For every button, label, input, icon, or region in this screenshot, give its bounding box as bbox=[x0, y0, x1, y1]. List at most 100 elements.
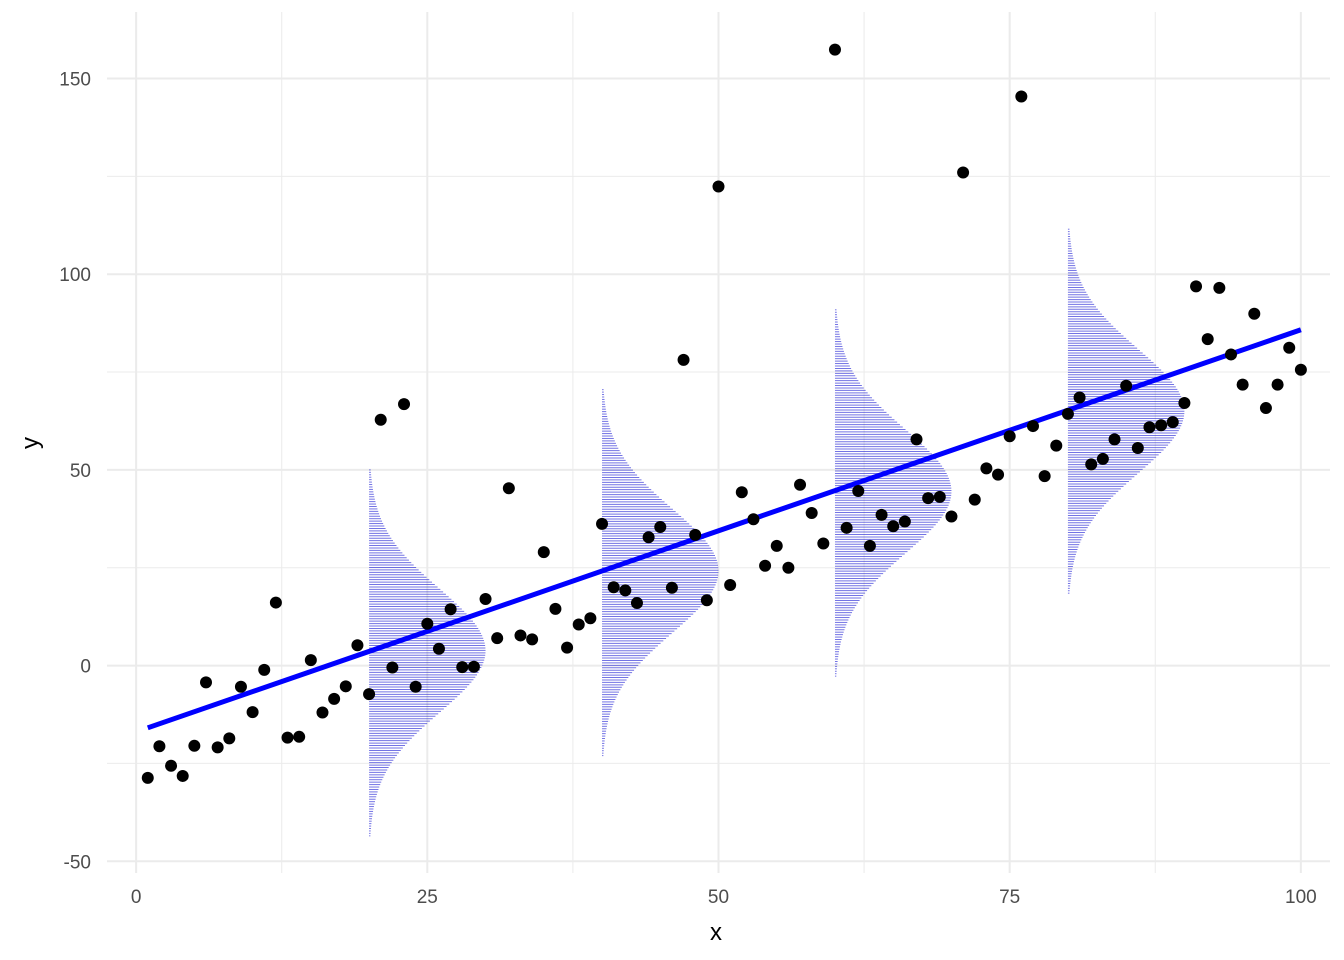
data-point bbox=[887, 520, 900, 533]
data-point bbox=[1166, 416, 1179, 429]
data-point bbox=[712, 180, 725, 193]
data-point bbox=[432, 642, 445, 655]
data-point bbox=[514, 629, 527, 642]
y-axis-title: y bbox=[17, 437, 44, 449]
data-point bbox=[700, 594, 713, 607]
data-point bbox=[817, 537, 830, 550]
data-point bbox=[328, 692, 341, 705]
x-tick-label: 75 bbox=[999, 887, 1020, 908]
data-point bbox=[141, 771, 154, 784]
data-point bbox=[246, 706, 259, 719]
data-point bbox=[584, 612, 597, 625]
data-point bbox=[1038, 470, 1051, 483]
grid-major bbox=[107, 12, 1330, 873]
data-point bbox=[258, 663, 271, 676]
data-point bbox=[502, 482, 515, 495]
x-tick-label: 0 bbox=[131, 887, 142, 908]
x-tick-label: 50 bbox=[708, 887, 729, 908]
y-tick-label: 150 bbox=[59, 70, 91, 91]
data-point bbox=[596, 517, 609, 530]
data-point bbox=[1178, 396, 1191, 409]
data-point bbox=[304, 654, 317, 667]
data-point bbox=[1096, 452, 1109, 465]
data-point bbox=[770, 539, 783, 552]
data-point bbox=[444, 603, 457, 616]
data-point bbox=[1131, 441, 1144, 454]
data-point bbox=[654, 521, 667, 534]
data-point bbox=[630, 596, 643, 609]
data-point bbox=[293, 730, 306, 743]
data-point bbox=[805, 506, 818, 519]
data-point bbox=[665, 581, 678, 594]
data-points bbox=[141, 43, 1307, 784]
data-point bbox=[363, 688, 376, 701]
data-point bbox=[759, 559, 772, 572]
data-point bbox=[1061, 407, 1074, 420]
data-point bbox=[1120, 379, 1133, 392]
data-point bbox=[1271, 378, 1284, 391]
data-point bbox=[386, 661, 399, 674]
data-point bbox=[1294, 363, 1307, 376]
data-point bbox=[910, 433, 923, 446]
data-point bbox=[933, 490, 946, 503]
data-point bbox=[1085, 458, 1098, 471]
data-point bbox=[724, 578, 737, 591]
data-point bbox=[1236, 378, 1249, 391]
data-point bbox=[491, 632, 504, 645]
data-point bbox=[828, 43, 841, 56]
data-point bbox=[165, 759, 178, 772]
data-point bbox=[1015, 90, 1028, 103]
data-point bbox=[234, 680, 247, 693]
y-tick-label: 0 bbox=[80, 657, 91, 678]
data-point bbox=[840, 521, 853, 534]
data-point bbox=[607, 581, 620, 594]
regression-line bbox=[146, 327, 1302, 731]
data-point bbox=[735, 486, 748, 499]
data-point bbox=[782, 561, 795, 574]
density-curve bbox=[369, 469, 486, 837]
data-point bbox=[561, 641, 574, 654]
y-tick-label: -50 bbox=[64, 852, 91, 873]
x-tick-label: 25 bbox=[417, 887, 438, 908]
data-point bbox=[1213, 281, 1226, 294]
data-point bbox=[922, 492, 935, 505]
regression-line-layer bbox=[146, 327, 1302, 731]
data-point bbox=[619, 584, 632, 597]
data-point bbox=[1259, 402, 1272, 415]
data-point bbox=[945, 510, 958, 523]
data-point bbox=[339, 680, 352, 693]
data-point bbox=[526, 633, 539, 646]
data-point bbox=[863, 539, 876, 552]
data-point bbox=[1050, 439, 1063, 452]
data-point bbox=[898, 515, 911, 528]
y-tick-label: 100 bbox=[59, 265, 91, 286]
data-point bbox=[374, 413, 387, 426]
data-point bbox=[980, 462, 993, 475]
data-point bbox=[1201, 333, 1214, 346]
data-point bbox=[1003, 430, 1016, 443]
data-point bbox=[968, 493, 981, 506]
data-point bbox=[211, 741, 224, 754]
data-point bbox=[456, 661, 469, 674]
data-point bbox=[549, 602, 562, 615]
data-point bbox=[223, 732, 236, 745]
y-tick-label: 50 bbox=[70, 461, 91, 482]
data-point bbox=[316, 706, 329, 719]
data-point bbox=[1108, 433, 1121, 446]
data-point bbox=[875, 508, 888, 521]
density-curve bbox=[602, 389, 719, 757]
data-point bbox=[467, 660, 480, 673]
data-point bbox=[852, 485, 865, 498]
x-axis-title: x bbox=[710, 919, 722, 946]
data-point bbox=[537, 546, 550, 559]
data-point bbox=[642, 531, 655, 544]
data-point bbox=[572, 618, 585, 631]
data-point bbox=[1026, 420, 1039, 433]
data-point bbox=[992, 468, 1005, 481]
data-point bbox=[1248, 307, 1261, 320]
data-point bbox=[398, 398, 411, 411]
data-point bbox=[176, 769, 189, 782]
data-point bbox=[689, 528, 702, 541]
data-point bbox=[1073, 391, 1086, 404]
data-point bbox=[479, 593, 492, 606]
